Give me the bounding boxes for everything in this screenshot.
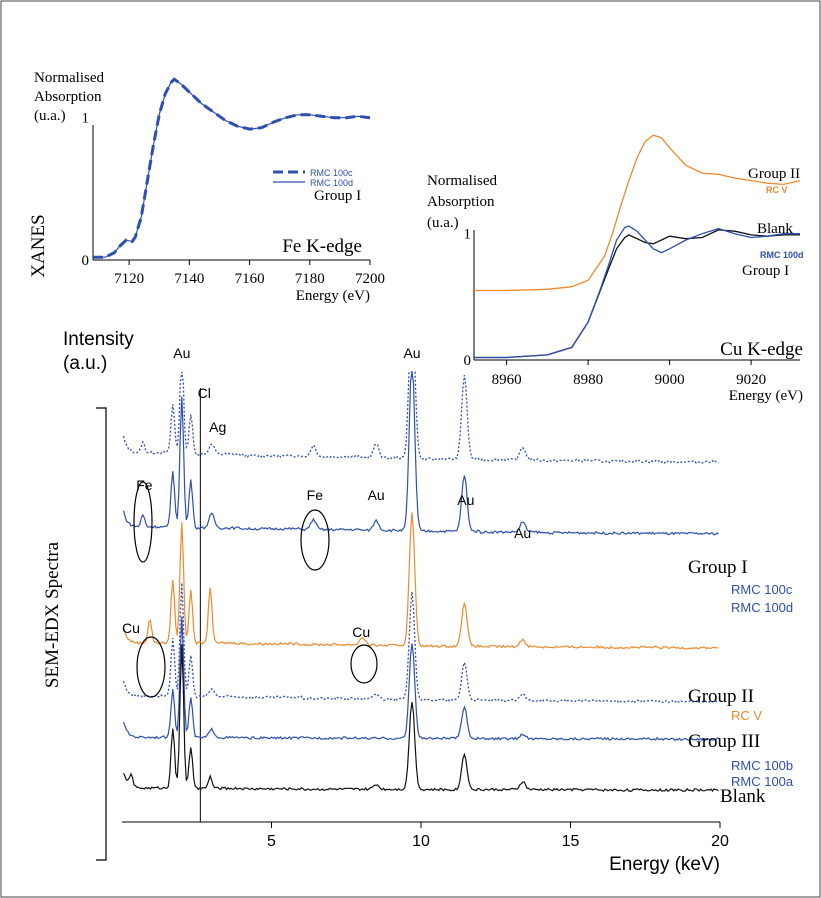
edx-element-label: Cu xyxy=(352,624,370,640)
edx-series-line-1 xyxy=(122,371,719,536)
edx-side-label: SEM-EDX Spectra xyxy=(42,541,63,688)
edx-element-label: Au xyxy=(173,345,190,361)
fe-y-tick-label: 1 xyxy=(82,111,90,127)
edx-element-label: Au xyxy=(368,487,385,503)
fe-panel-title: Fe K-edge xyxy=(282,236,362,257)
edx-rmc-100c-label: RMC 100c xyxy=(731,582,793,597)
fe-x-tick-label: 7180 xyxy=(295,271,325,287)
cu-x-tick-label: 8980 xyxy=(573,372,603,388)
edx-x-tick-label: 5 xyxy=(267,833,276,850)
edx-x-tick-label: 10 xyxy=(412,833,430,850)
fe-peak-circle-2 xyxy=(300,509,330,571)
cu-group-i-label: Group I xyxy=(742,263,789,279)
fe-x-tick-label: 7140 xyxy=(174,271,204,287)
edx-series-line-2 xyxy=(122,512,719,650)
fe-legend-label-100d: RMC 100d xyxy=(310,178,353,188)
edx-bracket xyxy=(96,407,107,861)
edx-series-line-0 xyxy=(122,371,719,464)
sem-edx-panel: Intensity (a.u.) SEM-EDX Spectra 5 10 15 20 … xyxy=(42,329,794,875)
edx-blank-label: Blank xyxy=(720,786,766,807)
cu-y-axis-label: Normalised Absorption (u.a.) xyxy=(427,173,497,231)
edx-x-axis-label: Energy (keV) xyxy=(609,854,720,875)
cu-group-ii-label: Group II xyxy=(748,166,800,182)
cu-blank-label: Blank xyxy=(757,221,793,237)
cu-x-axis-label: Energy (eV) xyxy=(729,388,803,404)
fe-group-label: Group I xyxy=(314,188,361,204)
cu-series-line-0 xyxy=(474,134,801,292)
edx-element-label: Cu xyxy=(122,620,140,636)
fe-x-tick-label: 7160 xyxy=(235,271,265,287)
fe-legend-label-100c: RMC 100c xyxy=(310,168,353,178)
edx-element-label: Au xyxy=(514,525,531,541)
edx-group-ii-label: Group II xyxy=(688,686,754,707)
edx-rmc-100d-label: RMC 100d xyxy=(731,600,793,615)
fe-peak-circle-1 xyxy=(133,481,153,563)
edx-x-tick-label: 20 xyxy=(711,833,729,850)
edx-x-tick-label: 15 xyxy=(562,833,580,850)
fe-x-tick-label: 7120 xyxy=(114,271,144,287)
cu-rc-v-label: RC V xyxy=(766,185,788,195)
edx-series-line-4 xyxy=(122,616,719,742)
cu-xanes-panel: Normalised Absorption (u.a.) 8960 8980 9000 9… xyxy=(427,134,804,404)
fe-x-tick-label: 7200 xyxy=(355,271,385,287)
cu-series-line-2 xyxy=(474,225,800,359)
edx-rmc-100b-label: RMC 100b xyxy=(731,758,793,773)
cu-panel-title: Cu K-edge xyxy=(720,339,803,360)
edx-rmc-100a-label: RMC 100a xyxy=(731,774,794,789)
cu-y-tick-label: 1 xyxy=(464,227,472,243)
edx-element-label: Ag xyxy=(209,419,226,435)
edx-group-iii-label: Group III xyxy=(688,731,760,752)
cu-x-tick-label: 8960 xyxy=(492,372,522,388)
edx-element-label: Cl xyxy=(198,385,211,401)
fe-x-axis-label: Energy (eV) xyxy=(296,288,370,304)
xanes-side-label: XANES xyxy=(28,214,49,277)
cu-peak-circle-1 xyxy=(136,636,166,698)
edx-element-label: Au xyxy=(457,492,474,508)
edx-element-label: Fe xyxy=(136,477,153,493)
cu-x-tick-label: 9000 xyxy=(655,372,685,388)
fe-y-axis-label: Normalised Absorption (u.a.) xyxy=(34,70,104,124)
edx-element-label: Au xyxy=(403,345,420,361)
edx-series-line-5 xyxy=(122,644,719,793)
edx-group-i-label: Group I xyxy=(688,557,748,578)
edx-element-label: Fe xyxy=(307,487,324,503)
fe-xanes-panel: XANES Normalised Absorption (u.a.) 7120 714… xyxy=(28,70,385,304)
edx-y-axis-label: Intensity (a.u.) xyxy=(63,329,134,374)
edx-rc-v-label: RC V xyxy=(731,708,762,723)
fe-legend: RMC 100c RMC 100d Group I xyxy=(273,168,361,204)
cu-peak-circle-2 xyxy=(350,644,378,684)
fe-y-tick-label: 0 xyxy=(82,253,90,269)
cu-x-tick-label: 9020 xyxy=(736,372,766,388)
cu-y-tick-label: 0 xyxy=(464,353,472,369)
edx-series-line-3 xyxy=(122,582,719,704)
fe-series-line-1 xyxy=(93,78,371,258)
cu-rmc-100d-label: RMC 100d xyxy=(760,250,804,260)
